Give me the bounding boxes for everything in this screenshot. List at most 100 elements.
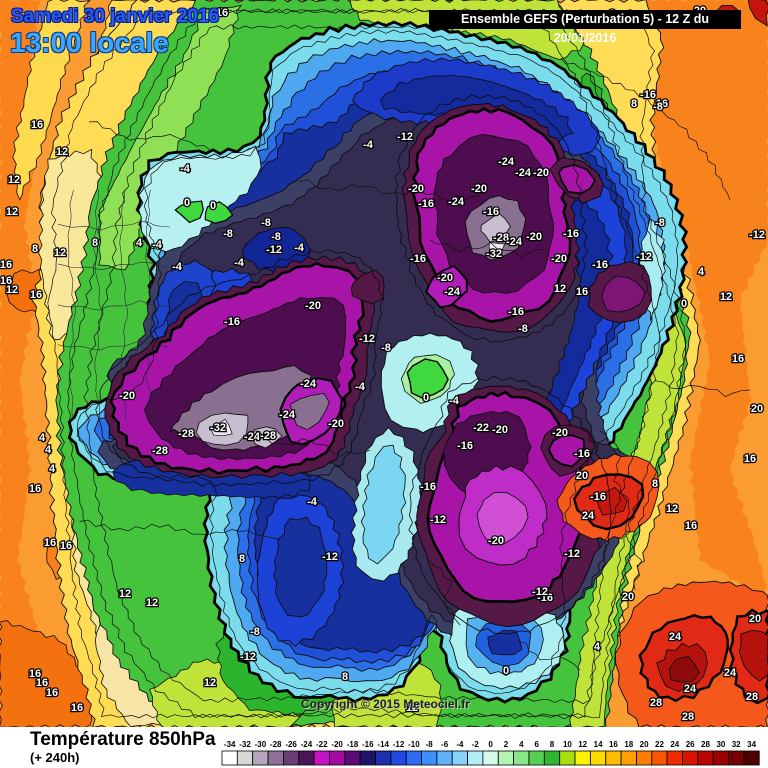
svg-text:28: 28 bbox=[650, 697, 662, 709]
svg-text:-16: -16 bbox=[508, 306, 524, 318]
svg-text:20: 20 bbox=[576, 470, 588, 482]
svg-text:-4: -4 bbox=[294, 242, 305, 254]
svg-text:-20: -20 bbox=[328, 418, 344, 430]
svg-text:16: 16 bbox=[29, 668, 41, 680]
svg-text:-2: -2 bbox=[472, 740, 480, 749]
svg-text:20: 20 bbox=[751, 403, 763, 415]
svg-text:-20: -20 bbox=[437, 272, 453, 284]
svg-text:24: 24 bbox=[582, 510, 595, 522]
svg-text:20: 20 bbox=[749, 613, 761, 625]
svg-text:-32: -32 bbox=[486, 248, 502, 260]
svg-text:-12: -12 bbox=[564, 548, 580, 560]
svg-text:14: 14 bbox=[594, 740, 603, 749]
svg-text:-24: -24 bbox=[506, 236, 523, 248]
svg-text:12: 12 bbox=[578, 740, 587, 749]
svg-text:24: 24 bbox=[684, 683, 697, 695]
svg-text:16: 16 bbox=[685, 520, 697, 532]
svg-text:-16: -16 bbox=[563, 228, 579, 240]
svg-text:6: 6 bbox=[534, 740, 539, 749]
svg-text:-8: -8 bbox=[271, 231, 281, 243]
svg-text:-24: -24 bbox=[515, 167, 532, 179]
svg-text:4: 4 bbox=[594, 641, 601, 653]
svg-text:-16: -16 bbox=[457, 440, 473, 452]
svg-text:-14: -14 bbox=[377, 740, 389, 749]
svg-text:-4: -4 bbox=[355, 381, 366, 393]
svg-text:-20: -20 bbox=[305, 300, 321, 312]
svg-text:8: 8 bbox=[652, 478, 658, 490]
svg-text:-8: -8 bbox=[426, 740, 434, 749]
svg-text:-8: -8 bbox=[653, 101, 663, 113]
svg-text:-34: -34 bbox=[224, 740, 236, 749]
svg-text:-28: -28 bbox=[270, 740, 282, 749]
svg-text:8: 8 bbox=[342, 671, 348, 683]
svg-text:16: 16 bbox=[576, 286, 588, 298]
svg-text:-20: -20 bbox=[526, 231, 542, 243]
svg-text:16: 16 bbox=[656, 98, 668, 110]
svg-text:12: 12 bbox=[666, 503, 678, 515]
svg-text:-16: -16 bbox=[420, 481, 436, 493]
svg-text:-10: -10 bbox=[408, 740, 420, 749]
svg-text:16: 16 bbox=[36, 677, 48, 689]
svg-text:-20: -20 bbox=[331, 740, 343, 749]
svg-text:-28: -28 bbox=[260, 430, 276, 442]
svg-text:-12: -12 bbox=[322, 551, 338, 563]
svg-text:8: 8 bbox=[92, 237, 98, 249]
svg-text:-24: -24 bbox=[301, 740, 313, 749]
svg-text:4: 4 bbox=[698, 266, 705, 278]
svg-text:-8: -8 bbox=[261, 217, 271, 229]
svg-text:12: 12 bbox=[6, 206, 18, 218]
svg-text:-16: -16 bbox=[537, 592, 553, 604]
svg-text:-20: -20 bbox=[552, 427, 568, 439]
svg-text:16: 16 bbox=[60, 540, 72, 552]
svg-text:28: 28 bbox=[682, 711, 694, 723]
svg-text:12: 12 bbox=[204, 677, 216, 689]
svg-text:-4: -4 bbox=[152, 239, 163, 251]
svg-text:0: 0 bbox=[681, 298, 687, 310]
svg-text:-16: -16 bbox=[590, 491, 606, 503]
svg-text:-6: -6 bbox=[441, 740, 449, 749]
svg-text:0: 0 bbox=[184, 197, 190, 209]
svg-text:24: 24 bbox=[670, 740, 679, 749]
svg-text:-24: -24 bbox=[498, 156, 515, 168]
svg-text:-16: -16 bbox=[410, 253, 426, 265]
svg-text:-8: -8 bbox=[223, 228, 233, 240]
svg-text:-16: -16 bbox=[224, 316, 240, 328]
svg-text:16: 16 bbox=[46, 687, 58, 699]
svg-text:34: 34 bbox=[747, 740, 756, 749]
svg-text:10: 10 bbox=[563, 740, 572, 749]
svg-text:-20: -20 bbox=[488, 535, 504, 547]
svg-text:-28: -28 bbox=[178, 428, 194, 440]
svg-text:-4: -4 bbox=[449, 395, 460, 407]
svg-text:16: 16 bbox=[30, 289, 42, 301]
svg-text:-16: -16 bbox=[418, 198, 434, 210]
svg-text:-8: -8 bbox=[518, 323, 528, 335]
svg-text:0: 0 bbox=[210, 200, 216, 212]
svg-text:20: 20 bbox=[640, 740, 649, 749]
svg-text:4: 4 bbox=[136, 237, 143, 249]
svg-text:-16: -16 bbox=[362, 740, 374, 749]
svg-text:32: 32 bbox=[732, 740, 741, 749]
svg-text:16: 16 bbox=[216, 7, 228, 19]
svg-text:12: 12 bbox=[720, 291, 732, 303]
svg-text:-4: -4 bbox=[234, 257, 245, 269]
svg-text:26: 26 bbox=[686, 740, 695, 749]
svg-text:-20: -20 bbox=[119, 390, 135, 402]
svg-text:-4: -4 bbox=[180, 163, 191, 175]
svg-text:-24: -24 bbox=[300, 378, 317, 390]
svg-text:-16: -16 bbox=[640, 89, 656, 101]
svg-text:-4: -4 bbox=[172, 261, 183, 273]
svg-text:-26: -26 bbox=[285, 740, 297, 749]
svg-text:0: 0 bbox=[488, 740, 493, 749]
svg-text:24: 24 bbox=[669, 631, 682, 643]
svg-text:-20: -20 bbox=[408, 183, 424, 195]
svg-text:16: 16 bbox=[44, 537, 56, 549]
svg-text:-24: -24 bbox=[444, 286, 461, 298]
svg-text:-12: -12 bbox=[397, 131, 413, 143]
svg-text:4: 4 bbox=[39, 432, 46, 444]
svg-text:12: 12 bbox=[8, 174, 20, 186]
svg-text:-16: -16 bbox=[483, 206, 499, 218]
svg-text:12: 12 bbox=[554, 283, 566, 295]
svg-text:8: 8 bbox=[239, 553, 245, 565]
svg-text:-28: -28 bbox=[152, 445, 168, 457]
svg-text:-12: -12 bbox=[393, 740, 405, 749]
